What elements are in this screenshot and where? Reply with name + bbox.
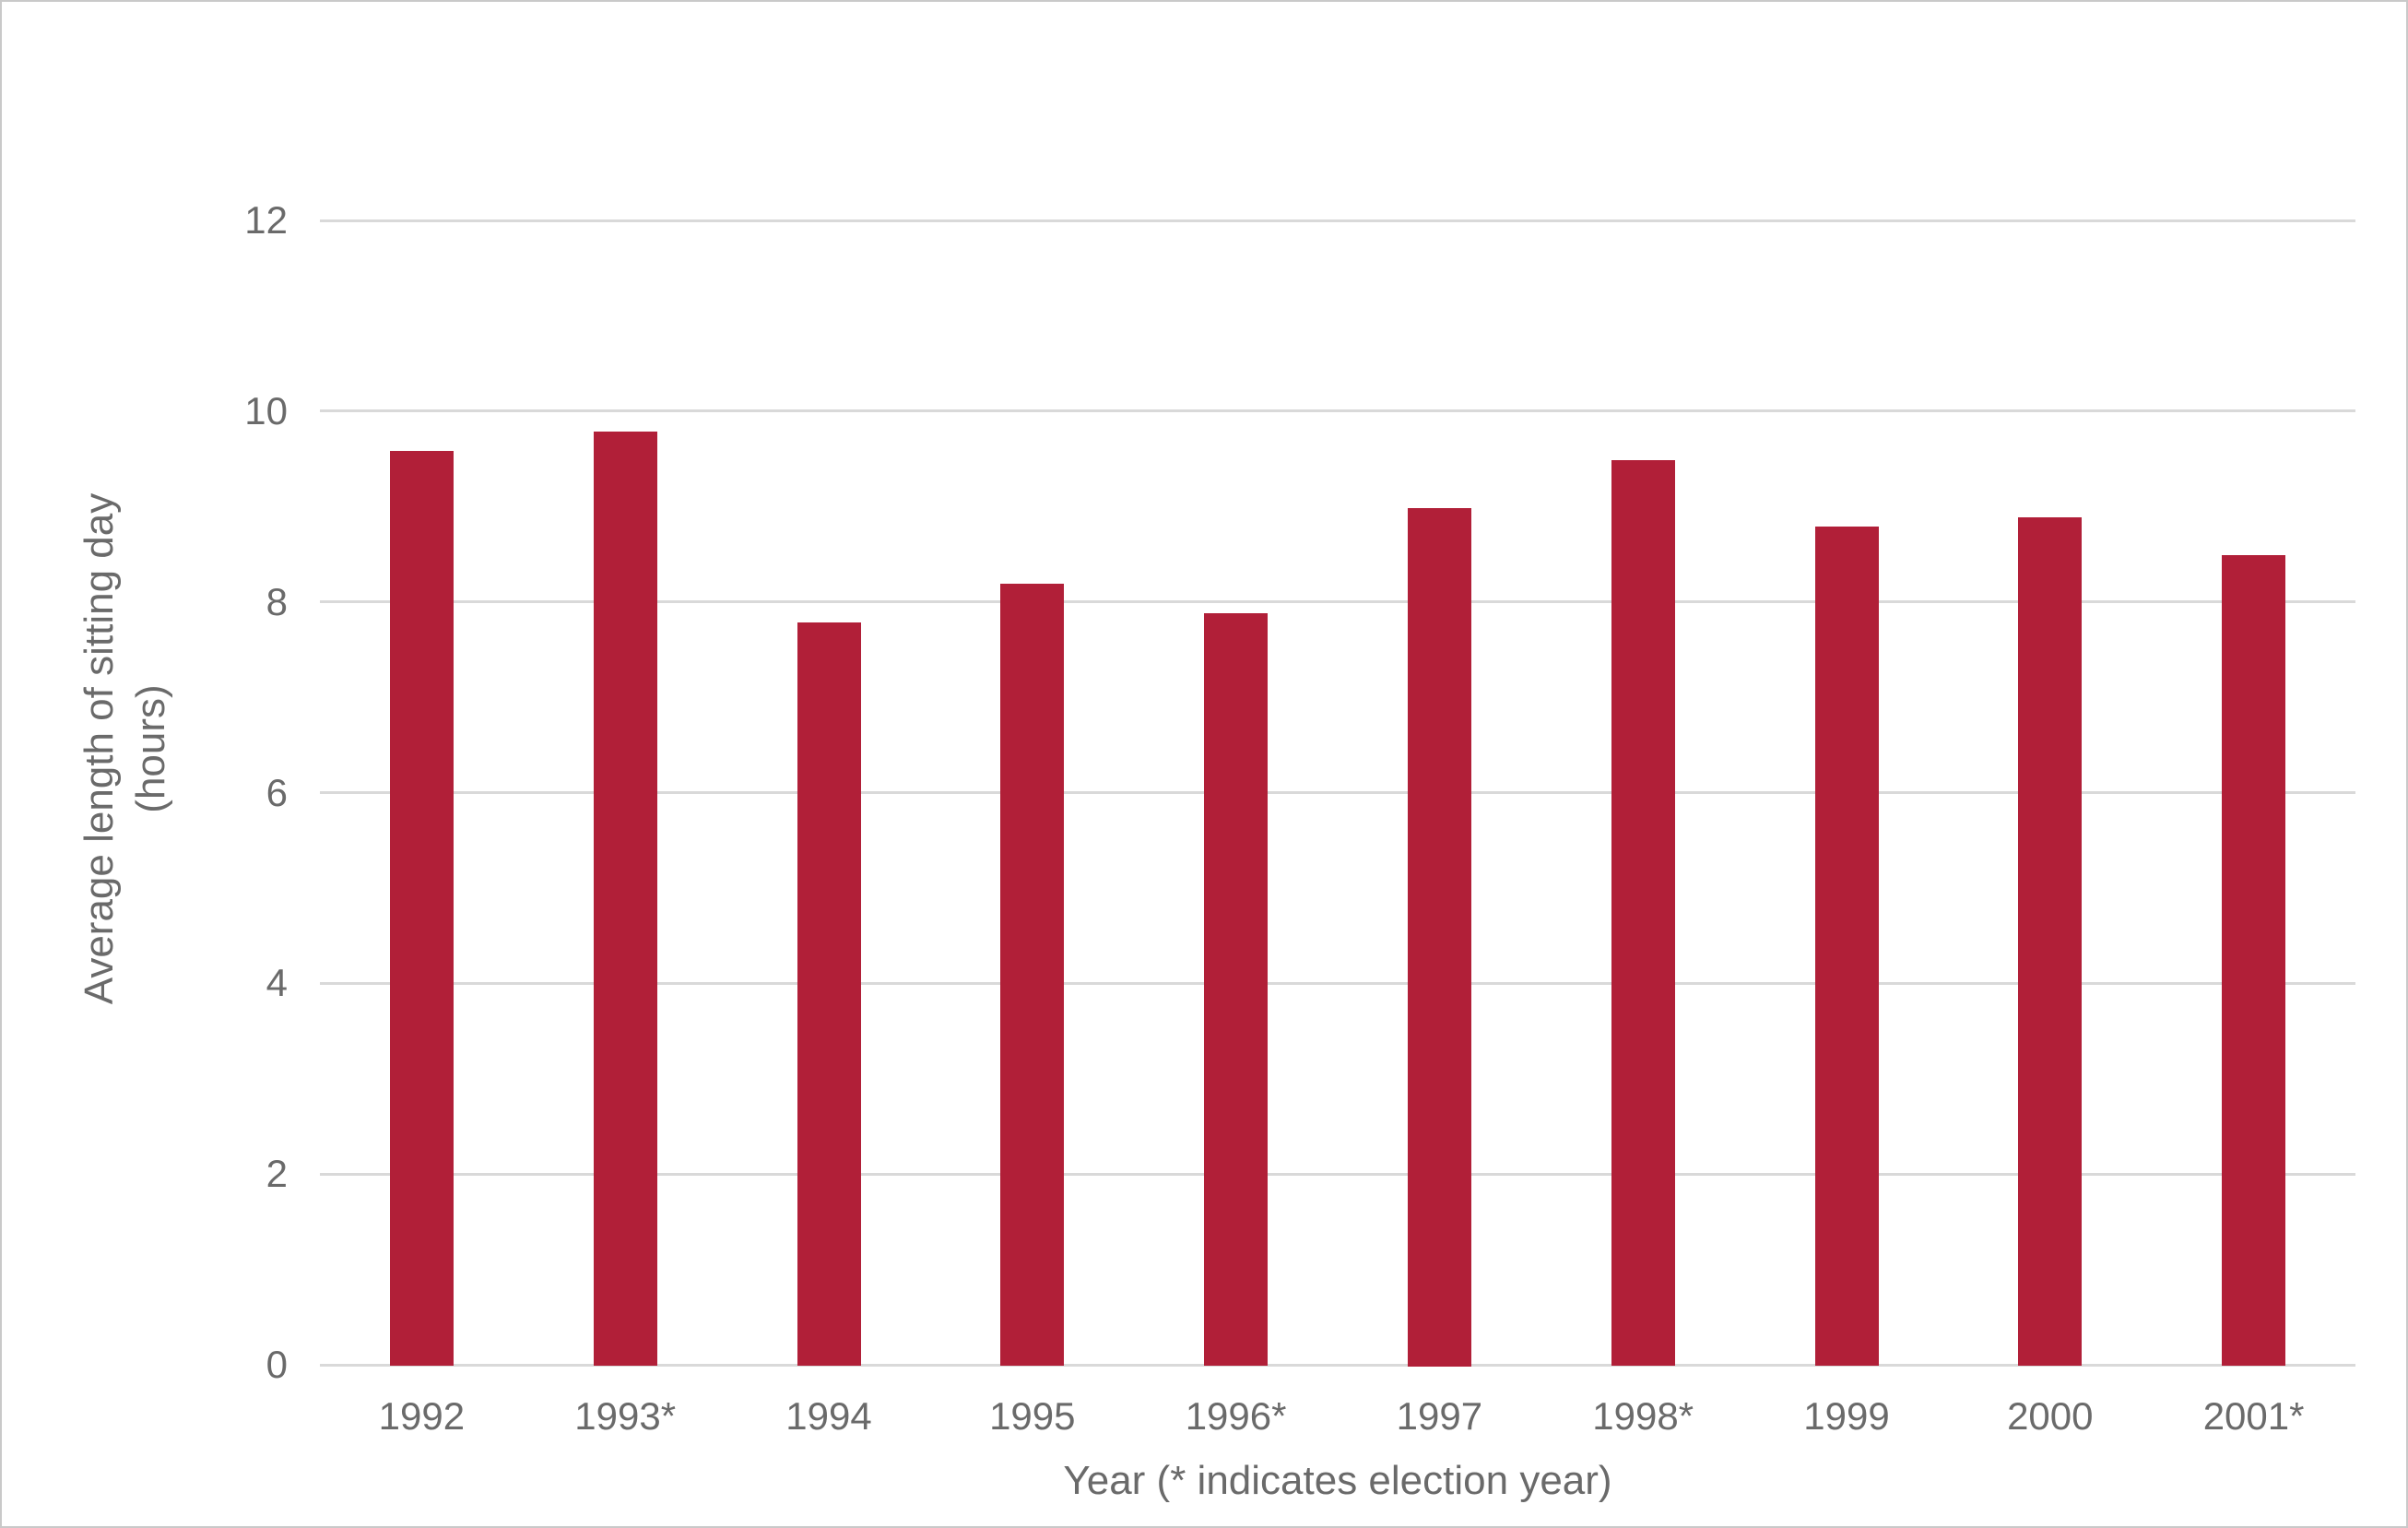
bar-1994	[797, 622, 861, 1367]
gridline	[320, 409, 2355, 413]
x-tick-label: 1992	[378, 1394, 466, 1438]
bar-1995	[1000, 584, 1065, 1367]
y-tick-label: 12	[244, 198, 288, 242]
bar-1998	[1611, 460, 1675, 1367]
x-tick-label: 1995	[989, 1394, 1076, 1438]
y-axis-title: Average length of sitting day (hours)	[74, 195, 177, 1302]
y-tick-label: 0	[266, 1343, 288, 1386]
bar-2001	[2222, 555, 2286, 1367]
y-tick-label: 10	[244, 388, 288, 432]
x-tick-label: 1996*	[1185, 1394, 1287, 1438]
x-tick-label: 1994	[785, 1394, 872, 1438]
bar-1999	[1814, 527, 1879, 1367]
y-tick-label: 2	[266, 1152, 288, 1196]
y-axis-title-line1: Average length of sitting day	[77, 492, 122, 1005]
bar-2000	[2018, 517, 2083, 1367]
gridline	[320, 219, 2355, 222]
gridline	[320, 600, 2355, 604]
bar-1996	[1204, 612, 1269, 1367]
y-tick-label: 6	[266, 770, 288, 814]
y-axis-title-line2: (hours)	[128, 684, 173, 813]
y-tick-label: 4	[266, 961, 288, 1005]
bar-1993	[593, 432, 657, 1367]
bar-1997	[1407, 507, 1471, 1367]
bar-1992	[389, 450, 454, 1367]
x-tick-label: 2001*	[2202, 1394, 2305, 1438]
x-tick-label: 1998*	[1592, 1394, 1694, 1438]
x-tick-label: 1997	[1396, 1394, 1483, 1438]
gridline	[320, 1363, 2355, 1367]
x-tick-label: 2000	[2007, 1394, 2094, 1438]
gridline	[320, 981, 2355, 985]
gridline	[320, 1172, 2355, 1176]
y-tick-label: 8	[266, 579, 288, 623]
x-axis-title: Year (* indicates election year)	[1063, 1458, 1612, 1503]
x-tick-label: 1999	[1803, 1394, 1890, 1438]
gridline	[320, 791, 2355, 794]
x-tick-label: 1993*	[574, 1394, 677, 1438]
